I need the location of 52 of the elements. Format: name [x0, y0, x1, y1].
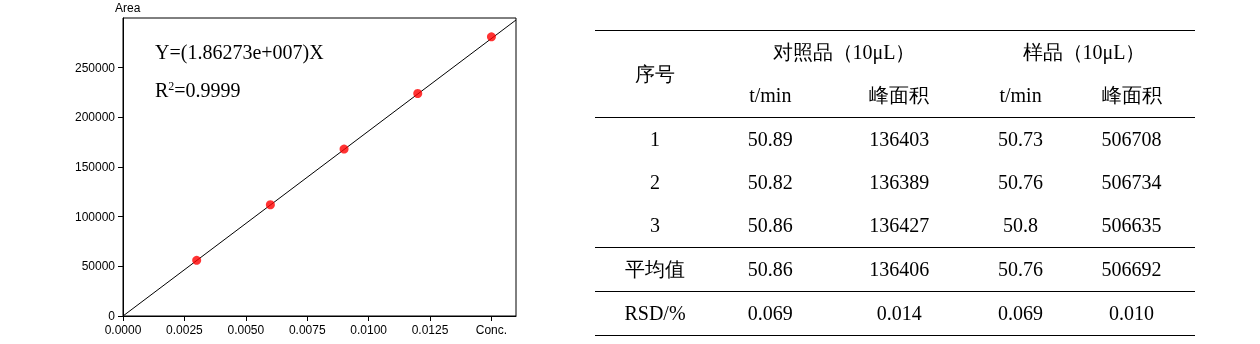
x-tick-label: 0.0100 [350, 323, 388, 337]
text: RSD/% [595, 291, 715, 336]
point [265, 200, 275, 210]
text: 136403 [825, 117, 974, 161]
point [413, 89, 423, 98]
text: 50.86 [715, 247, 826, 292]
text: 506635 [1100, 213, 1163, 238]
y-tick-label: 150000 [74, 160, 116, 174]
text: 1 [595, 117, 715, 161]
text: 对照品（10μL） [715, 30, 974, 74]
text: 50.76 [973, 247, 1069, 292]
x-tick-label: 0.0075 [288, 323, 326, 337]
text: 样品（10μL） [973, 30, 1195, 74]
text: 0.014 [825, 291, 974, 336]
text: 50.82 [746, 170, 794, 195]
text: 50.86 [746, 213, 794, 238]
text: 序号 [595, 30, 715, 118]
text: 0.069 [973, 291, 1069, 336]
text: 峰面积 [1100, 83, 1163, 108]
x-tick-label: Conc. [475, 323, 508, 337]
y-tick-label: 200000 [74, 110, 116, 125]
y-tick-label: 0 [108, 309, 116, 323]
point [339, 144, 349, 154]
text: 506708 [1068, 117, 1195, 161]
text: 136389 [868, 170, 931, 195]
text: 2 [649, 170, 661, 195]
text: 50.73 [973, 117, 1069, 161]
annotation: Y=(1.86273e+007)X [155, 41, 325, 64]
text: 0.069 [715, 291, 826, 336]
y-tick-label: 100000 [74, 209, 116, 224]
point [192, 255, 202, 265]
text: t/min [748, 83, 793, 108]
y-axis-title: Area [115, 1, 141, 15]
text: 50.76 [997, 170, 1045, 195]
text: 50.89 [715, 117, 826, 161]
text: 506734 [1100, 170, 1163, 195]
x-tick-label: 0.0050 [227, 323, 265, 337]
x-tick-label: 0.0025 [166, 323, 204, 337]
x-tick-label: 0.0000 [104, 323, 142, 337]
x-tick-label: 0.0125 [411, 323, 449, 337]
y-tick-label: 250000 [74, 60, 116, 75]
y-tick-label: 50000 [81, 259, 116, 274]
text: 平均值 [595, 247, 715, 292]
text: 506692 [1068, 247, 1195, 292]
text: 峰面积 [868, 83, 931, 108]
text: 136427 [868, 213, 931, 238]
text: 0.010 [1068, 291, 1195, 336]
text: 50.8 [1002, 213, 1040, 238]
text: 3 [649, 213, 661, 238]
text: t/min [998, 83, 1043, 108]
text: 136406 [825, 247, 974, 292]
point [486, 32, 496, 42]
